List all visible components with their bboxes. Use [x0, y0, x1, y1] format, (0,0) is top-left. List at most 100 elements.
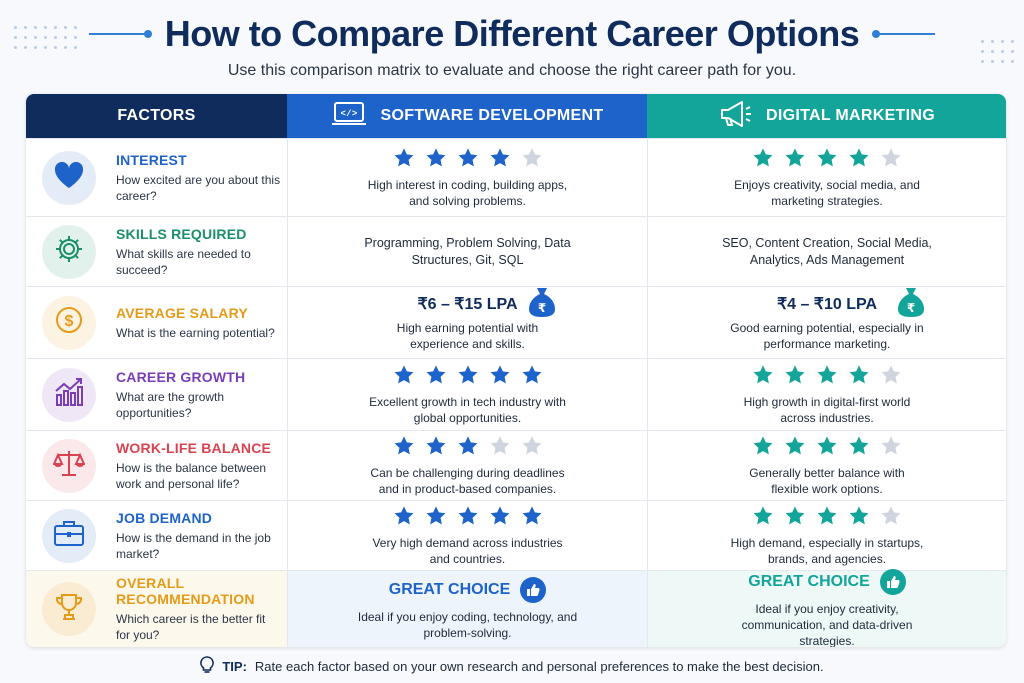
software-recommendation-title: GREAT CHOICE	[389, 577, 547, 603]
star-filled-icon	[849, 364, 869, 383]
marketing-cell: ₹4 – ₹10 LPA ₹ Good earning potential, e…	[647, 287, 1006, 358]
dot	[991, 60, 994, 63]
dot	[64, 26, 67, 29]
factor-cell: SKILLS REQUIRED What skills are needed t…	[26, 217, 287, 286]
software-cell: Very high demand across industries and c…	[287, 501, 647, 570]
factor-text: JOB DEMAND How is the demand in the job …	[116, 510, 281, 562]
header-marketing-label: DIGITAL MARKETING	[766, 107, 935, 124]
star-empty-icon	[881, 364, 901, 383]
software-recommendation-text: Ideal if you enjoy coding, technology, a…	[357, 610, 578, 640]
factor-cell: OVERALL RECOMMENDATION Which career is t…	[26, 571, 287, 647]
software-cell: Can be challenging during deadlines and …	[287, 431, 647, 500]
laptop-code-icon: </>	[331, 101, 367, 132]
factor-question: How excited are you about this career?	[116, 172, 281, 203]
star-filled-icon	[394, 435, 413, 454]
table-row: JOB DEMAND How is the demand in the job …	[26, 500, 1006, 570]
star-filled-icon	[394, 364, 413, 383]
star-empty-icon	[522, 435, 541, 454]
factor-name: JOB DEMAND	[116, 509, 213, 526]
star-rating	[752, 435, 902, 457]
table-row: $ AVERAGE SALARY What is the earning pot…	[26, 286, 1006, 358]
star-empty-icon	[881, 147, 901, 166]
gear-icon-badge	[42, 224, 96, 279]
dot	[64, 36, 67, 39]
dot	[981, 40, 984, 43]
software-recommendation-cell: GREAT CHOICE Ideal if you enjoy coding, …	[287, 571, 647, 647]
factor-text: INTEREST How excited are you about this …	[116, 152, 281, 204]
money-bag-icon: ₹	[897, 286, 925, 323]
thumbs-up-icon	[520, 577, 547, 603]
star-rating	[393, 364, 543, 386]
software-salary-block: ₹6 – ₹15 LPA ₹ High earning potential wi…	[368, 287, 568, 352]
star-rating	[393, 147, 543, 169]
star-filled-icon	[490, 505, 509, 524]
dot	[1011, 60, 1014, 63]
software-salary: ₹6 – ₹15 LPA	[417, 295, 518, 313]
factor-text: SKILLS REQUIRED What skills are needed t…	[116, 226, 281, 278]
star-filled-icon	[522, 364, 541, 383]
tip-bar: TIP: Rate each factor based on your own …	[0, 656, 1024, 677]
recommendation-row: OVERALL RECOMMENDATION Which career is t…	[26, 569, 1006, 647]
dot	[34, 46, 37, 49]
gear-icon	[54, 234, 84, 269]
star-empty-icon	[881, 435, 901, 454]
dot	[54, 26, 57, 29]
dot	[991, 50, 994, 53]
marketing-skills: SEO, Content Creation, Social Media, Ana…	[722, 235, 932, 267]
star-filled-icon	[426, 147, 445, 166]
dot	[64, 46, 67, 49]
page-title: How to Compare Different Career Options	[164, 13, 860, 54]
thumbs-up-icon	[879, 569, 906, 595]
marketing-description: Generally better balance with flexible w…	[749, 465, 905, 496]
factor-question: How is the balance between work and pers…	[116, 460, 267, 491]
star-filled-icon	[785, 364, 805, 383]
software-skills: Programming, Problem Solving, Data Struc…	[364, 235, 571, 267]
software-description: High interest in coding, building apps, …	[367, 177, 568, 208]
svg-text:₹: ₹	[907, 301, 915, 315]
dot	[981, 60, 984, 63]
factor-text: AVERAGE SALARY What is the earning poten…	[116, 305, 281, 341]
dot	[1011, 50, 1014, 53]
factor-question: What skills are needed to succeed?	[116, 246, 251, 277]
header-factors-label: FACTORS	[117, 107, 196, 124]
briefcase-icon-badge	[42, 508, 96, 563]
marketing-recommendation-title: GREAT CHOICE	[748, 569, 906, 595]
factor-question: Which career is the better fit for you?	[116, 612, 266, 642]
factor-name: INTEREST	[116, 151, 187, 168]
factor-name: OVERALL RECOMMENDATION	[116, 575, 255, 607]
software-description: Can be challenging during deadlines and …	[370, 465, 565, 496]
star-filled-icon	[394, 147, 413, 166]
star-rating	[393, 435, 543, 457]
dot	[44, 36, 47, 39]
dot	[14, 46, 17, 49]
star-filled-icon	[753, 435, 773, 454]
title-line-right	[872, 30, 936, 38]
factor-cell: $ AVERAGE SALARY What is the earning pot…	[26, 287, 287, 358]
software-cell: High interest in coding, building apps, …	[287, 139, 647, 216]
marketing-recommendation-label: GREAT CHOICE	[748, 573, 870, 590]
star-filled-icon	[817, 364, 837, 383]
factor-text: CAREER GROWTH What are the growth opport…	[116, 369, 281, 421]
money-bag-icon: ₹	[528, 286, 556, 323]
svg-text:$: $	[65, 313, 74, 330]
star-filled-icon	[394, 505, 413, 524]
megaphone-icon	[718, 100, 752, 133]
factor-name: WORK-LIFE BALANCE	[116, 439, 272, 456]
dot	[24, 26, 27, 29]
title-line-left	[88, 30, 152, 38]
svg-text:</>: </>	[340, 109, 357, 119]
dot	[1001, 40, 1004, 43]
marketing-cell: SEO, Content Creation, Social Media, Ana…	[647, 217, 1006, 286]
marketing-salary: ₹4 – ₹10 LPA	[776, 295, 878, 313]
trophy-icon	[54, 592, 84, 627]
tip-text: Rate each factor based on your own resea…	[254, 659, 824, 674]
briefcase-icon	[53, 519, 85, 552]
star-filled-icon	[426, 505, 445, 524]
software-cell: Excellent growth in tech industry with g…	[287, 359, 647, 430]
header-marketing: DIGITAL MARKETING	[647, 94, 1006, 138]
comparison-table: FACTORS </> SOFTWARE DEVELOPMENT DIGITAL…	[26, 94, 1006, 647]
software-description: High earning potential with experience a…	[396, 320, 539, 351]
marketing-description: High demand, especially in startups, bra…	[730, 535, 924, 566]
dot	[74, 36, 77, 39]
star-rating	[752, 364, 902, 386]
